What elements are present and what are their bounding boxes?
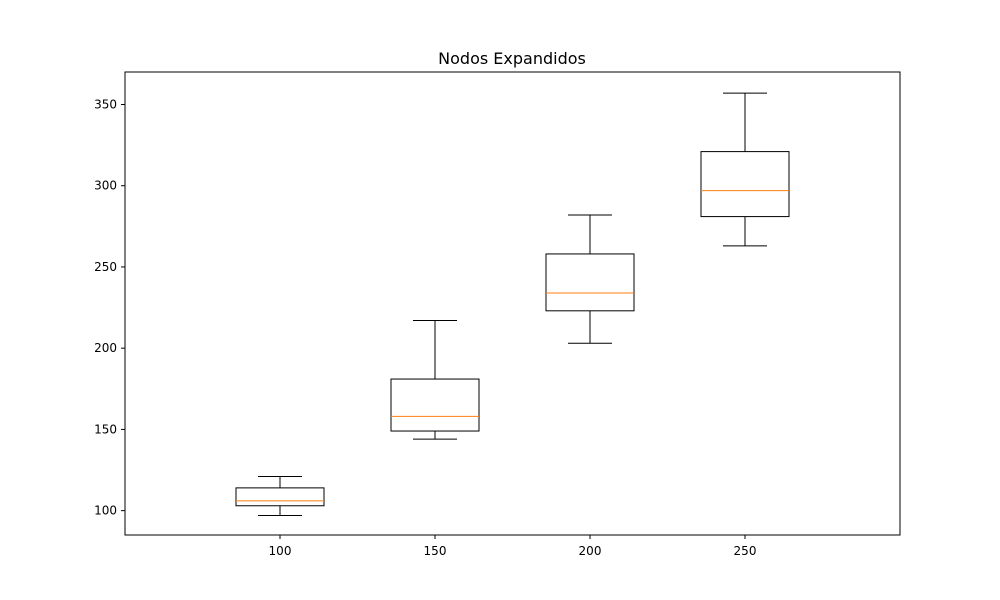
x-tick-label: 100	[269, 544, 292, 558]
y-tick-label: 100	[94, 504, 117, 518]
y-tick-label: 250	[94, 260, 117, 274]
y-tick-label: 300	[94, 179, 117, 193]
y-tick-label: 150	[94, 422, 117, 436]
chart-title: Nodos Expandidos	[438, 49, 586, 68]
x-tick-label: 250	[734, 544, 757, 558]
x-tick-label: 150	[424, 544, 447, 558]
plot-area: 100 150 200 250 100 150 200 250 300 350	[94, 92, 790, 558]
x-tick-label: 200	[579, 544, 602, 558]
box-iqr	[545, 253, 635, 312]
box-iqr	[700, 151, 790, 218]
axes-frame	[124, 71, 901, 536]
y-tick-label: 350	[94, 97, 117, 111]
y-tick-label: 200	[94, 341, 117, 355]
box-iqr	[235, 487, 325, 507]
box-iqr	[390, 378, 480, 432]
